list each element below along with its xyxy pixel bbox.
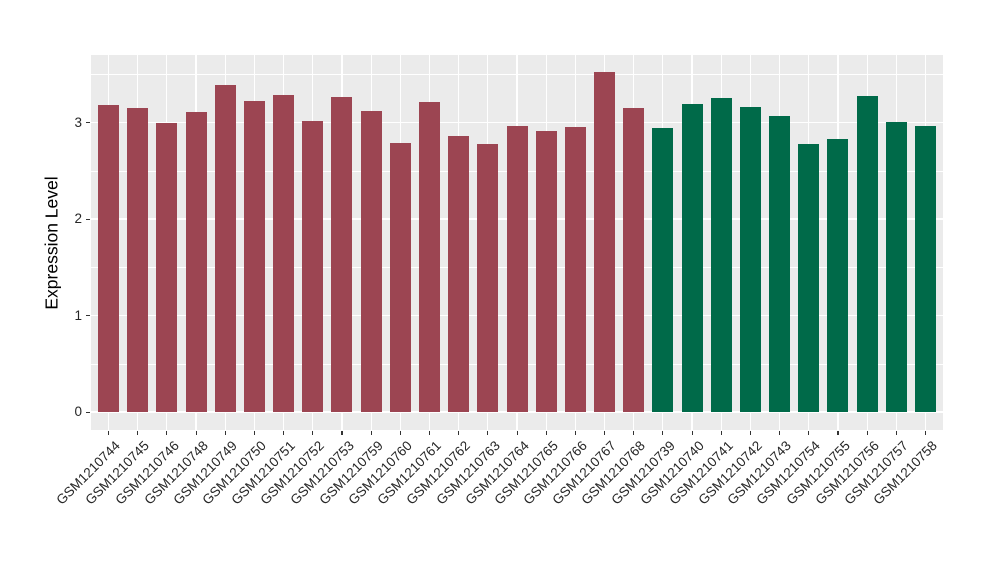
y-tick-mark [86,315,90,317]
plot-panel [91,55,943,430]
x-tick-mark [341,431,343,435]
x-tick-mark [487,431,489,435]
x-tick-mark [312,431,314,435]
y-tick-mark [86,411,90,413]
bar-GSM1210750 [243,101,265,412]
bar-GSM1210745 [127,108,149,412]
y-tick-label: 3 [74,114,82,130]
bar-GSM1210739 [652,128,674,412]
bar-GSM1210759 [360,110,382,412]
bar-GSM1210748 [185,111,207,412]
x-tick-mark [866,431,868,435]
x-tick-mark [108,431,110,435]
x-tick-mark [545,431,547,435]
x-tick-mark [633,431,635,435]
bar-GSM1210764 [506,126,528,412]
bar-GSM1210757 [885,121,907,412]
bar-GSM1210758 [914,126,936,412]
bar-GSM1210740 [681,104,703,412]
bar-GSM1210749 [214,84,236,412]
bar-GSM1210752 [302,120,324,412]
bar-GSM1210768 [623,108,645,412]
bar-GSM1210762 [448,136,470,412]
bar-GSM1210751 [273,95,295,412]
bar-GSM1210744 [98,105,119,412]
bar-GSM1210743 [769,115,791,412]
x-tick-mark [399,431,401,435]
bar-GSM1210746 [156,122,178,412]
y-axis-title: Expression Level [41,176,62,310]
bar-GSM1210742 [739,107,761,412]
x-tick-mark [720,431,722,435]
bar-GSM1210741 [710,98,732,412]
bar-GSM1210767 [594,72,616,412]
bar-GSM1210766 [564,127,586,412]
bar-GSM1210760 [389,142,411,412]
x-tick-mark [808,431,810,435]
bar-GSM1210765 [535,131,557,412]
x-tick-mark [574,431,576,435]
x-tick-mark [895,431,897,435]
bar-GSM1210754 [798,143,820,412]
x-tick-mark [837,431,839,435]
bar-GSM1210761 [418,102,440,412]
x-tick-mark [370,431,372,435]
x-tick-mark [749,431,752,435]
x-tick-mark [283,431,285,435]
x-tick-mark [137,431,139,435]
x-tick-mark [253,431,255,435]
bar-GSM1210763 [477,143,499,412]
x-tick-mark [428,431,431,435]
x-tick-mark [604,431,606,435]
x-tick-mark [779,431,781,435]
x-tick-mark [924,431,927,435]
x-tick-mark [166,431,168,435]
y-tick-label: 1 [74,307,82,323]
x-tick-mark [458,431,460,435]
y-tick-label: 0 [74,404,82,419]
x-tick-mark [662,431,664,435]
x-tick-mark [691,431,693,435]
x-tick-mark [224,431,226,435]
y-tick-mark [86,218,90,220]
x-tick-mark [195,431,197,435]
bar-GSM1210753 [331,97,353,412]
y-tick-label: 2 [74,211,82,226]
bar-GSM1210756 [856,96,878,412]
x-tick-mark [516,431,518,435]
y-tick-mark [86,122,90,124]
bar-GSM1210755 [827,138,849,412]
